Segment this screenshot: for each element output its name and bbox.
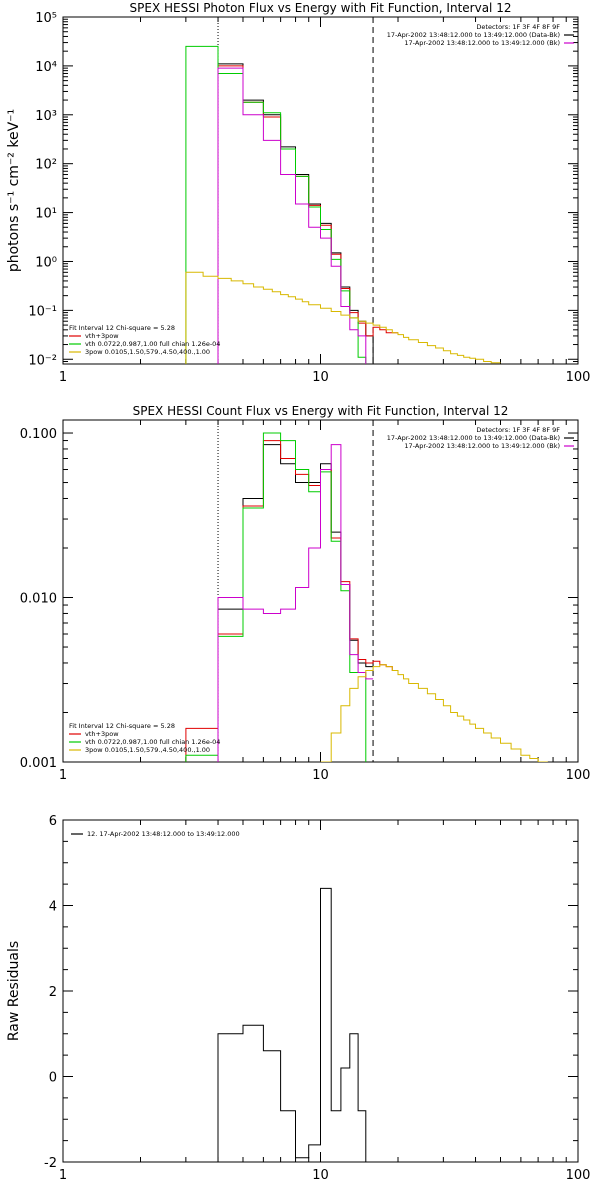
y-tick-label: 10⁵ xyxy=(35,11,57,26)
x-tick-label: 10 xyxy=(312,768,329,783)
chart-1: SPEX HESSI Photon Flux vs Energy with Fi… xyxy=(6,1,590,385)
y-tick-label: 10⁴ xyxy=(35,60,57,75)
fit-line: Fit Interval 12 Chi-square = 5.28 xyxy=(69,324,175,332)
info-line: 17-Apr-2002 13:48:12.000 to 13:49:12.000… xyxy=(387,434,560,442)
x-tick-label: 1 xyxy=(59,1168,67,1183)
info-line: Detectors: 1F 3F 4F 8F 9F xyxy=(476,23,560,31)
fit-line: vth 0.0722,0.987,1.00 full chian 1.26e-0… xyxy=(85,340,220,348)
fit-line: 3pow 0.0105,1.50,579.,4.50,400.,1.00 xyxy=(85,348,210,356)
info-line: 17-Apr-2002 13:48:12.000 to 13:49:12.000… xyxy=(404,442,560,450)
chart-3: 1 10 100 -2 0 2 4 6 Raw Residuals 12. 17-Apr-2002… xyxy=(6,814,590,1183)
series-5-line xyxy=(185,271,501,364)
chart-title: SPEX HESSI Photon Flux vs Energy with Fi… xyxy=(130,1,512,15)
y-tick-label: 6 xyxy=(49,814,57,829)
y-tick-label: 10⁻² xyxy=(28,353,57,368)
y-tick-label: 0.100 xyxy=(20,427,57,442)
y-tick-label: 10² xyxy=(35,158,57,173)
x-tick-label: 100 xyxy=(566,768,591,783)
y-tick-label: 10¹ xyxy=(35,207,57,222)
series-3-line xyxy=(185,432,367,762)
chart-2: SPEX HESSI Count Flux vs Energy with Fit… xyxy=(20,404,591,783)
y-tick-label: -2 xyxy=(44,1156,57,1171)
series-1-line xyxy=(217,887,374,1162)
chart-title: SPEX HESSI Count Flux vs Energy with Fit… xyxy=(133,404,509,418)
x-tick-label: 1 xyxy=(59,768,67,783)
y-tick-label: 0 xyxy=(49,1071,57,1086)
fit-line: Fit Interval 12 Chi-square = 5.28 xyxy=(69,722,175,730)
info-line: 17-Apr-2002 13:48:12.000 to 13:49:12.000… xyxy=(404,39,560,47)
fit-line: vth+3pow xyxy=(85,730,119,738)
y-tick-label: 10⁻¹ xyxy=(28,304,57,319)
plot-frame xyxy=(62,16,579,365)
legend-entry: 12. 17-Apr-2002 13:48:12.000 to 13:49:12… xyxy=(87,830,240,838)
series-3-line xyxy=(185,45,367,364)
y-tick-label: 4 xyxy=(49,900,57,915)
fit-line: vth+3pow xyxy=(85,332,119,340)
series-2-line xyxy=(217,65,398,364)
x-tick-label: 100 xyxy=(566,370,591,385)
x-tick-label: 1 xyxy=(59,370,67,385)
info-line: Detectors: 1F 3F 4F 8F 9F xyxy=(476,426,560,434)
x-tick-label: 100 xyxy=(566,1168,591,1183)
y-tick-label: 2 xyxy=(49,985,57,1000)
fit-line: 3pow 0.0105,1.50,579.,4.50,400.,1.00 xyxy=(85,746,210,754)
y-axis-label: photons s⁻¹ cm⁻² keV⁻¹ xyxy=(6,109,22,272)
y-tick-label: 10⁰ xyxy=(35,255,57,270)
x-tick-label: 10 xyxy=(312,370,329,385)
series-4-line xyxy=(217,444,374,762)
series-4-line xyxy=(217,67,367,364)
y-tick-label: 0.010 xyxy=(20,592,57,607)
fit-line: vth 0.0722,0.987,1.00 full chian 1.26e-0… xyxy=(85,738,220,746)
series-5-line xyxy=(320,664,548,762)
y-tick-label: 10³ xyxy=(35,109,57,124)
y-tick-label: 0.001 xyxy=(20,756,57,771)
y-axis-label: Raw Residuals xyxy=(6,941,22,1041)
info-line: 17-Apr-2002 13:48:12.000 to 13:49:12.000… xyxy=(387,31,560,39)
x-tick-label: 10 xyxy=(312,1168,329,1183)
